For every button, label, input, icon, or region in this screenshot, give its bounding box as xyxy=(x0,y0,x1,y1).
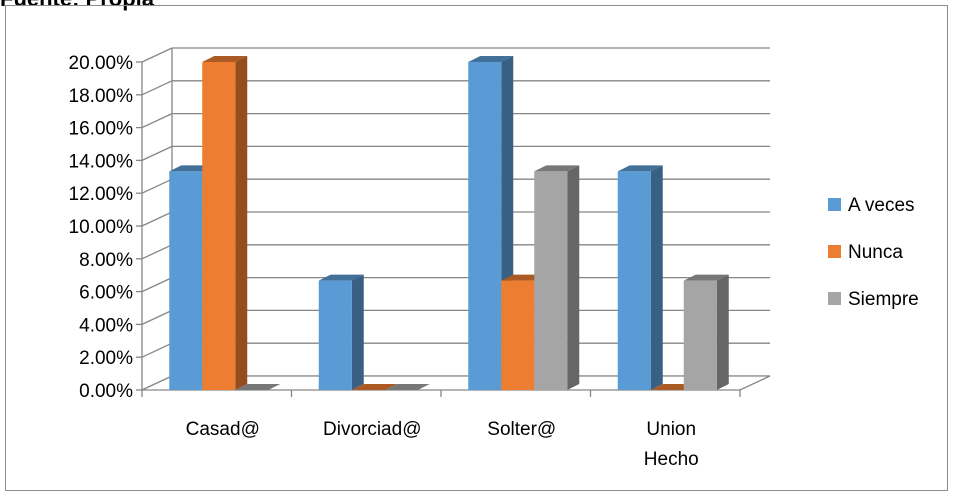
chart-frame xyxy=(5,5,948,491)
bar-top xyxy=(202,56,248,62)
side-wall-gridline xyxy=(141,113,173,129)
bar-side xyxy=(235,56,248,390)
bar xyxy=(384,384,430,390)
side-wall-gridline xyxy=(141,244,173,260)
legend-label: A veces xyxy=(848,195,915,216)
bar xyxy=(683,274,729,390)
side-wall-gridline xyxy=(141,211,173,227)
y-tick-label: 10.00% xyxy=(69,217,134,238)
bar-front xyxy=(683,280,717,390)
bar xyxy=(318,274,364,390)
y-tick-label: 4.00% xyxy=(79,315,133,336)
bar xyxy=(534,165,580,390)
bar-front xyxy=(318,280,352,390)
x-category-label: Union xyxy=(646,419,696,440)
y-tick-label: 2.00% xyxy=(79,348,133,369)
bar-side xyxy=(716,274,729,390)
y-tick-label: 6.00% xyxy=(79,283,133,304)
y-tick-label: 20.00% xyxy=(69,53,134,74)
bar-side xyxy=(650,165,663,390)
bars xyxy=(169,56,729,390)
bar-top xyxy=(534,165,580,172)
x-category-label: Divorciad@ xyxy=(323,419,421,440)
x-category-label: Casad@ xyxy=(186,419,260,440)
x-category-label: Hecho xyxy=(644,449,699,470)
y-tick-label: 16.00% xyxy=(69,119,134,140)
bar-side xyxy=(567,165,580,390)
bar xyxy=(468,56,514,390)
y-tick-label: 0.00% xyxy=(79,381,133,402)
side-wall-gridline xyxy=(141,145,173,161)
bar-front xyxy=(534,171,568,390)
bar xyxy=(202,56,248,390)
bar-front xyxy=(468,62,502,390)
bar-front xyxy=(617,171,651,390)
side-wall-gridline xyxy=(141,342,173,358)
legend-label: Nunca xyxy=(848,242,903,263)
bar-top xyxy=(617,165,663,172)
bar-side xyxy=(351,274,364,390)
bar-top xyxy=(683,274,729,281)
side-wall-gridline xyxy=(141,277,173,293)
bar-front xyxy=(501,280,535,390)
bar xyxy=(617,165,663,390)
y-tick-label: 18.00% xyxy=(69,86,134,107)
bar-top xyxy=(318,274,364,281)
bar xyxy=(351,384,397,390)
y-axis-ticks: 0.00% 2.00% 4.00% 6.00% 8.00% 10.00% 12.00% 14.… xyxy=(69,53,142,402)
y-tick-label: 8.00% xyxy=(79,250,133,271)
side-wall-gridline xyxy=(141,47,173,63)
legend-swatch xyxy=(828,198,841,211)
legend-swatch xyxy=(828,245,841,258)
y-tick-label: 14.00% xyxy=(69,151,134,172)
bar-front xyxy=(169,171,203,390)
bar-top xyxy=(468,56,514,62)
side-wall-gridline xyxy=(141,309,173,325)
x-axis-categories: Casad@ Divorciad@ Solter@ Union Hecho xyxy=(186,419,699,470)
x-category-label: Solter@ xyxy=(487,419,556,440)
y-tick-label: 12.00% xyxy=(69,184,134,205)
bar-top xyxy=(384,384,430,390)
bar xyxy=(235,384,281,390)
side-wall-gridline xyxy=(141,178,173,194)
legend: A veces Nunca Siempre xyxy=(828,195,919,310)
legend-label: Siempre xyxy=(848,289,919,310)
bar-front xyxy=(202,62,236,390)
side-wall-gridline xyxy=(141,80,173,96)
bar-top xyxy=(235,384,281,390)
legend-swatch xyxy=(828,292,841,305)
bar-top xyxy=(351,384,397,390)
